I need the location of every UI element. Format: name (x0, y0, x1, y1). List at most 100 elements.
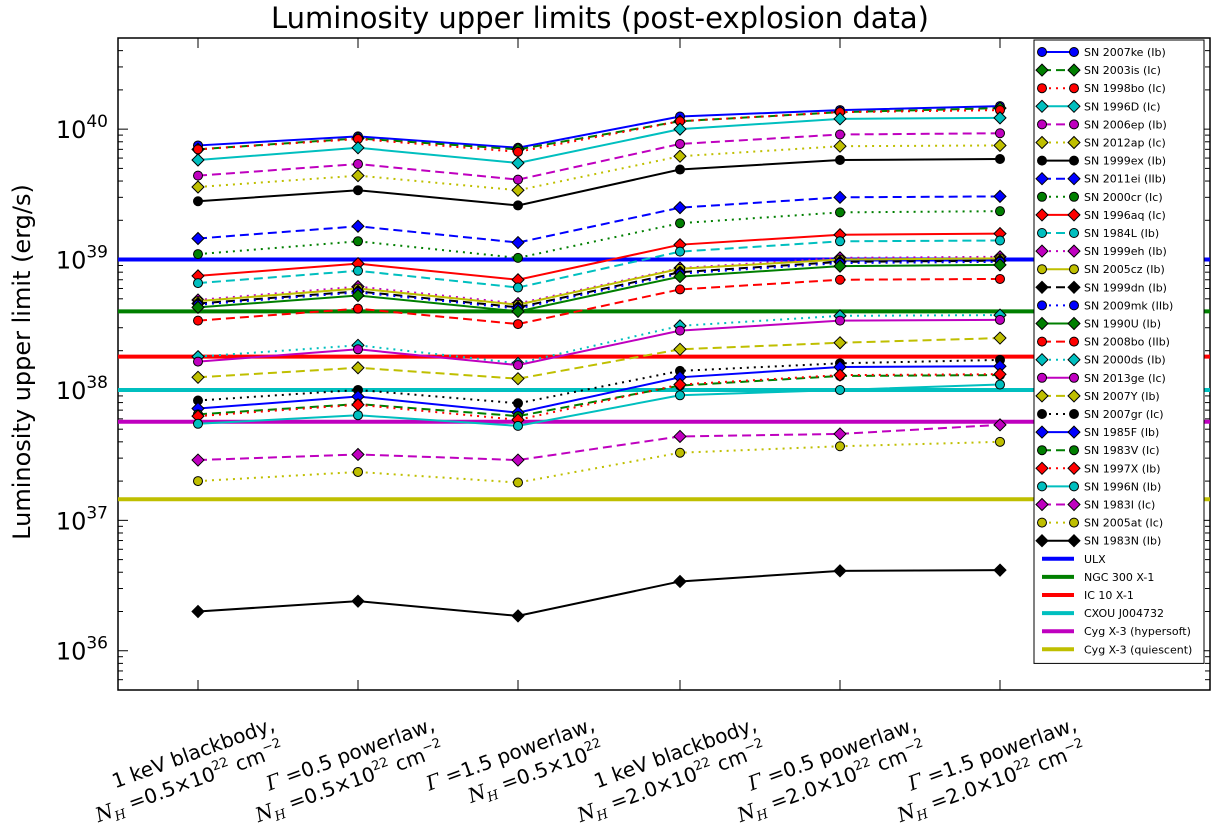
data-point (995, 273, 1005, 284)
legend-label: SN 2007Y (Ib) (1084, 390, 1160, 403)
data-point (353, 303, 363, 314)
data-point (513, 200, 523, 211)
legend-marker (1067, 244, 1081, 258)
x-tick-labels: 1 keV blackbody,NH =0.5×1022 cm−2Γ =0.5 … (91, 712, 1085, 827)
data-point (993, 189, 1007, 204)
series-line (197, 373, 1001, 421)
series-line (197, 314, 1001, 365)
series-line (197, 105, 1001, 149)
legend-label: SN 2005cz (Ib) (1084, 263, 1165, 276)
data-point (353, 159, 363, 170)
data-point (995, 206, 1005, 217)
data-point (193, 315, 203, 326)
legend-marker (1069, 517, 1079, 528)
legend-marker (1035, 135, 1049, 150)
data-point (513, 252, 523, 263)
legend-marker (1037, 264, 1047, 275)
legend-marker (1035, 280, 1049, 295)
data-point (673, 574, 687, 589)
legend-label: Cyg X-3 (hypersoft) (1084, 625, 1191, 638)
data-point (191, 231, 205, 246)
legend-label: SN 2013ge (Ic) (1084, 372, 1166, 385)
data-point (995, 436, 1005, 447)
data-point (191, 370, 205, 385)
legend-marker (1067, 171, 1081, 186)
data-point (995, 314, 1005, 325)
legend-label: SN 2012ap (Ic) (1084, 137, 1166, 150)
data-point (351, 398, 365, 412)
legend-marker (1037, 517, 1047, 528)
data-point (835, 315, 845, 326)
legend-label: SN 1983V (Ic) (1084, 444, 1160, 457)
legend-label: SN 2003is (Ic) (1084, 64, 1161, 77)
data-point (193, 196, 203, 207)
legend-label: SN 1990U (Ib) (1084, 318, 1161, 331)
data-point (993, 418, 1007, 432)
legend-marker (1067, 280, 1081, 295)
series-line (197, 569, 1001, 617)
series-line (197, 210, 1001, 259)
data-point (675, 390, 685, 401)
series-line (197, 277, 1001, 326)
data-point (191, 180, 205, 194)
data-point (353, 236, 363, 247)
data-point (513, 319, 523, 330)
legend-label: SN 2000ds (Ib) (1084, 354, 1166, 367)
data-point (351, 168, 365, 183)
data-point (835, 236, 845, 247)
data-point (993, 367, 1007, 381)
legend-label: NGC 300 X-1 (1084, 571, 1154, 584)
data-point (191, 300, 205, 315)
data-point (513, 146, 523, 157)
data-point (193, 144, 203, 155)
legend-marker (1067, 352, 1081, 367)
data-point (835, 441, 845, 452)
legend-marker (1069, 372, 1079, 383)
data-point (191, 604, 205, 619)
series-line (197, 318, 1001, 367)
legend-marker (1035, 208, 1049, 222)
data-point (511, 235, 525, 250)
data-point (995, 235, 1005, 246)
data-point (993, 258, 1007, 272)
legend-marker (1035, 244, 1049, 258)
legend-label: SN 2011ei (IIb) (1084, 173, 1166, 186)
series-line (197, 109, 1001, 153)
data-point (511, 609, 525, 623)
data-point (995, 379, 1005, 390)
legend-marker (1037, 83, 1047, 94)
series-line (197, 132, 1001, 181)
data-point (191, 453, 205, 467)
legend-label: SN 1996N (Ib) (1084, 480, 1161, 493)
legend-marker (1069, 228, 1079, 238)
legend-label: SN 2006ep (Ib) (1084, 118, 1167, 131)
data-point (675, 325, 685, 336)
legend-marker (1067, 63, 1081, 77)
data-point (511, 304, 525, 319)
legend-marker (1035, 352, 1049, 367)
series-line (197, 195, 1001, 244)
data-point (675, 447, 685, 458)
series-line (197, 158, 1001, 207)
data-point (833, 112, 847, 126)
data-point (353, 265, 363, 276)
data-point (511, 453, 525, 467)
legend-marker (1069, 336, 1079, 347)
data-point (995, 128, 1005, 139)
series-line (197, 116, 1001, 165)
legend-marker (1035, 171, 1049, 186)
legend-marker (1035, 389, 1049, 403)
legend-marker (1067, 533, 1081, 548)
data-point (673, 149, 687, 163)
data-point (835, 274, 845, 285)
legend-marker (1067, 316, 1081, 331)
legend-marker (1037, 119, 1047, 130)
data-point (193, 278, 203, 289)
data-point (835, 154, 845, 165)
y-tick-label: 1036 (56, 634, 108, 666)
data-point (351, 447, 365, 462)
legend-marker (1067, 99, 1081, 114)
data-point (351, 219, 365, 233)
legend-marker (1037, 300, 1047, 311)
